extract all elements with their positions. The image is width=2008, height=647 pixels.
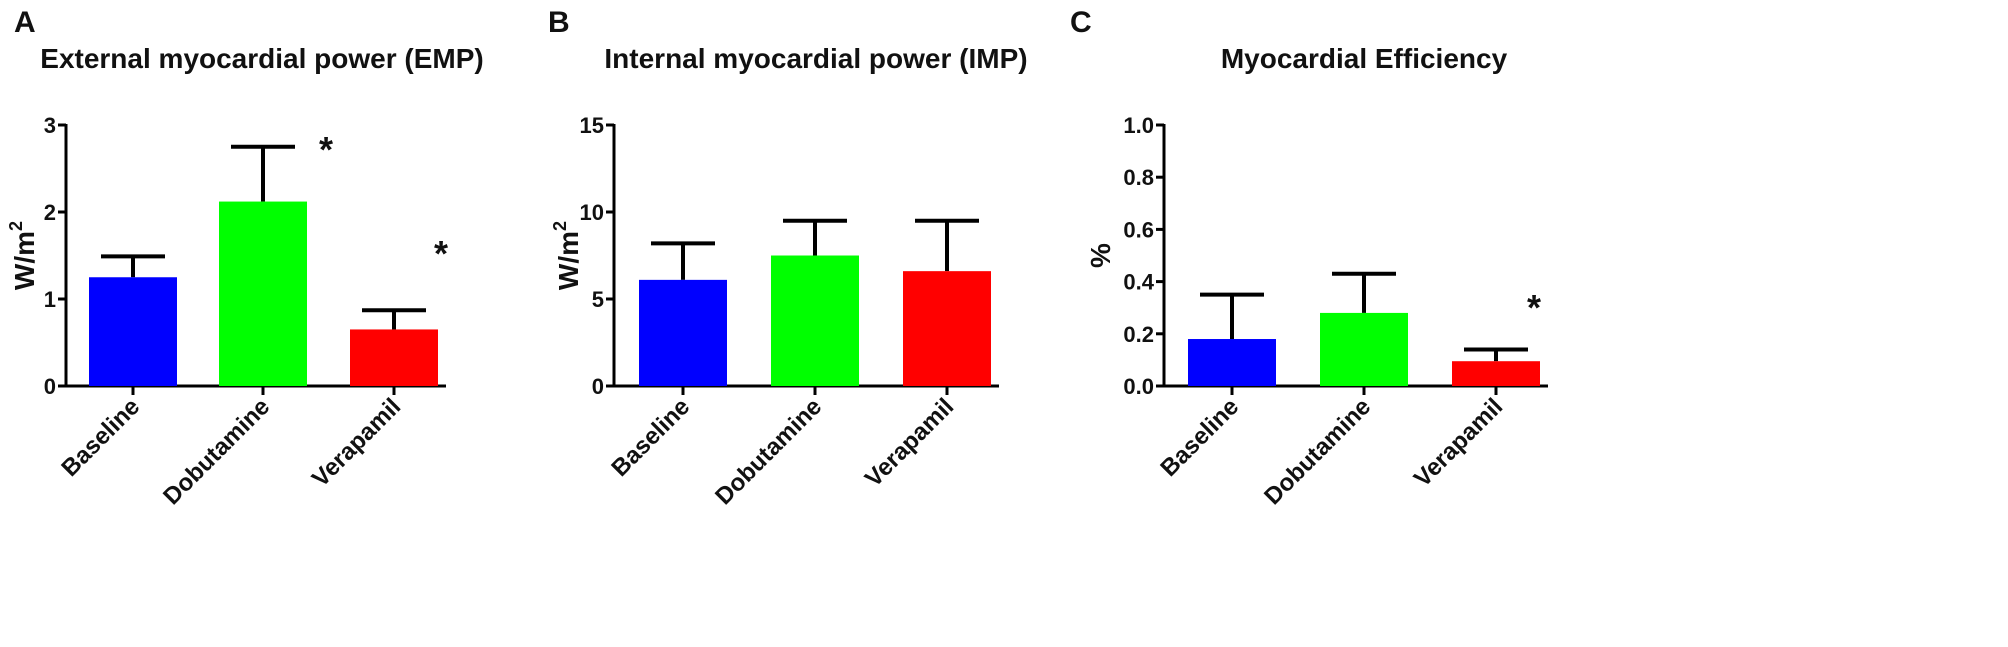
x-tick-label: Baseline	[56, 393, 145, 482]
y-tick-label: 0	[592, 374, 604, 399]
y-tick-label: 2	[44, 200, 56, 225]
panel-letter: B	[548, 6, 570, 39]
bar-baseline	[639, 279, 727, 386]
bar-verapamil	[350, 329, 438, 386]
panel-c: C Myocardial Efficiency 0.0 0.2 0.4 0.6 0.8 1.0…	[1070, 6, 1548, 510]
y-axis-title: %	[1085, 243, 1116, 268]
x-tick-label: Verapamil	[860, 393, 959, 492]
significance-star: *	[319, 129, 333, 170]
y-tick-label: 10	[580, 200, 604, 225]
y-tick-label: 0.2	[1123, 322, 1154, 347]
significance-star: *	[1527, 287, 1541, 328]
y-axis-title-text: W/m	[553, 231, 584, 290]
bar-verapamil	[903, 271, 991, 386]
y-axis-title: W/m2	[6, 221, 40, 290]
x-tick-label: Verapamil	[307, 393, 406, 492]
bar-baseline	[1188, 339, 1276, 386]
bar-verapamil	[1452, 361, 1540, 386]
y-tick-label: 0.6	[1123, 217, 1154, 242]
bar-dobutamine	[771, 255, 859, 386]
y-tick-label: 1.0	[1123, 113, 1154, 138]
y-tick-label: 1	[44, 287, 56, 312]
x-tick-label: Dobutamine	[158, 393, 275, 510]
y-axis-title-text: W/m	[9, 231, 40, 290]
y-tick-label: 3	[44, 113, 56, 138]
y-axis-title-superscript: 2	[6, 221, 26, 231]
y-axis-title-text: %	[1085, 243, 1116, 268]
panel-letter: C	[1070, 6, 1092, 39]
chart-title: External myocardial power (EMP)	[40, 43, 483, 74]
x-tick-label: Dobutamine	[1259, 393, 1376, 510]
y-tick-label: 0.8	[1123, 165, 1154, 190]
y-tick-label: 0	[44, 374, 56, 399]
y-tick-label: 15	[580, 113, 604, 138]
panel-b: B Internal myocardial power (IMP) 0 5 10 15 W/…	[548, 6, 1028, 510]
y-tick-label: 0.4	[1123, 270, 1154, 295]
panel-letter: A	[14, 6, 36, 39]
chart-title: Myocardial Efficiency	[1221, 43, 1508, 74]
significance-star: *	[434, 233, 448, 274]
bar-dobutamine	[1320, 312, 1408, 386]
bar-baseline	[89, 277, 177, 386]
bar-dobutamine	[219, 201, 307, 386]
y-tick-label: 0.0	[1123, 374, 1154, 399]
y-tick-label: 5	[592, 287, 604, 312]
x-tick-label: Verapamil	[1409, 393, 1508, 492]
chart-title: Internal myocardial power (IMP)	[604, 43, 1027, 74]
y-axis-title-superscript: 2	[550, 221, 570, 231]
x-tick-label: Dobutamine	[710, 393, 827, 510]
x-tick-label: Baseline	[606, 393, 695, 482]
y-axis-title: W/m2	[550, 221, 584, 290]
x-tick-label: Baseline	[1155, 393, 1244, 482]
